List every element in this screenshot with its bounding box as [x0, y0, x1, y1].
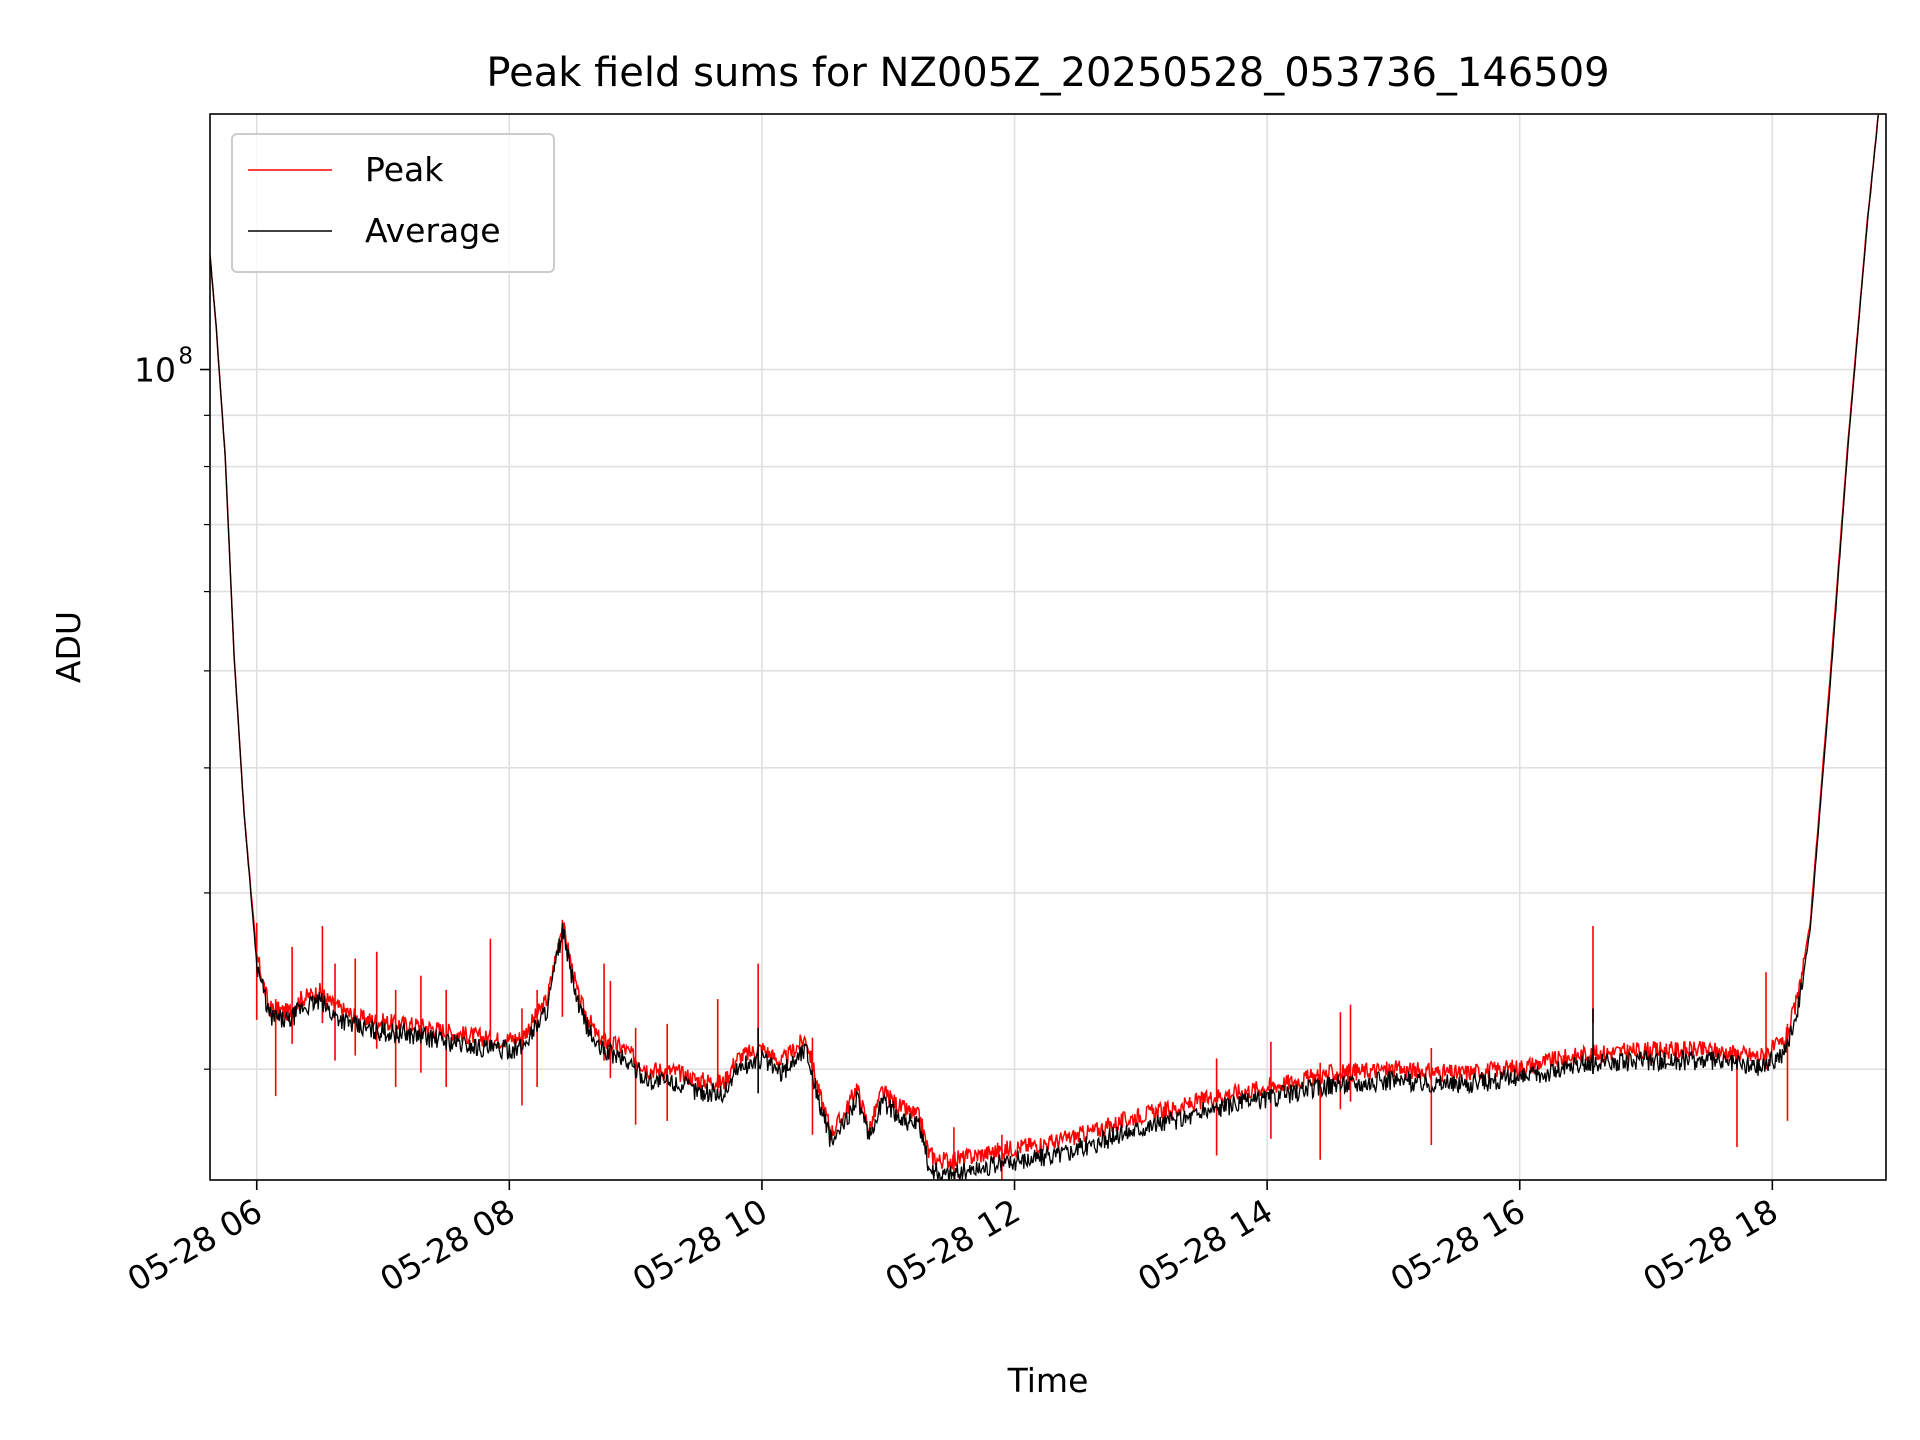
- x-tick-label: 05-28 18: [1636, 1191, 1784, 1299]
- y-tick-label: 10: [134, 351, 176, 390]
- x-tick-label: 05-28 06: [121, 1191, 269, 1299]
- y-tick-exponent: 8: [178, 344, 193, 370]
- x-tick-label: 05-28 12: [879, 1191, 1027, 1299]
- series-layer: [210, 114, 1880, 1180]
- x-tick-label: 05-28 10: [626, 1191, 774, 1299]
- chart-title: Peak field sums for NZ005Z_20250528_0537…: [486, 50, 1609, 96]
- x-tick-label: 05-28 16: [1384, 1191, 1532, 1299]
- x-tick-label: 05-28 08: [373, 1191, 521, 1299]
- series-line-average: [210, 114, 1880, 1180]
- legend-average-label: Average: [365, 211, 501, 250]
- x-axis-label: Time: [1007, 1361, 1089, 1400]
- legend-box: [231, 133, 555, 273]
- plot-frame: [209, 113, 1887, 1181]
- legend: Peak Average: [231, 133, 555, 273]
- x-tick-label: 05-28 14: [1131, 1191, 1279, 1299]
- legend-peak-label: Peak: [365, 150, 444, 189]
- y-axis-label: ADU: [49, 611, 88, 683]
- plot-area-background: [210, 114, 1886, 1180]
- grid-layer: [210, 114, 1886, 1180]
